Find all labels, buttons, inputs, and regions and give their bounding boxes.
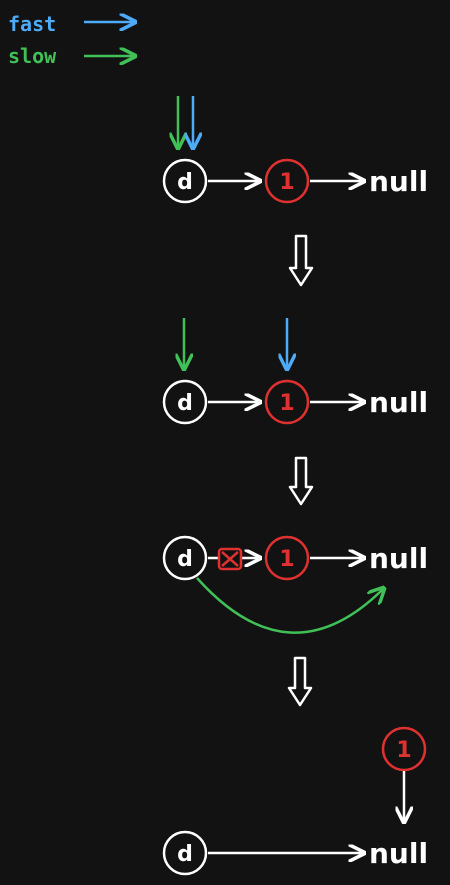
detached-node-one — [381, 726, 427, 772]
step-1: d 1 null — [162, 96, 428, 204]
dummy-node-label: d — [177, 842, 193, 867]
legend-fast-label: fast — [8, 12, 56, 36]
dummy-node-label: d — [177, 391, 193, 416]
step-3: d 1 null — [162, 535, 428, 634]
step-2: d 1 null — [162, 318, 428, 425]
null-label: null — [369, 542, 428, 575]
step-transition-arrow — [288, 456, 314, 506]
dummy-node — [162, 379, 208, 425]
legend: fast slow — [8, 12, 135, 68]
step-transition-arrow — [288, 234, 314, 287]
node-one — [264, 535, 310, 581]
node-one — [264, 379, 310, 425]
node-one-label: 1 — [279, 170, 294, 195]
dummy-node-label: d — [177, 170, 193, 195]
step-transition-arrow — [287, 656, 313, 707]
null-label: null — [369, 386, 428, 419]
legend-slow-label: slow — [8, 44, 57, 68]
dummy-node-label: d — [177, 547, 193, 572]
null-label: null — [369, 837, 428, 870]
step-4: 1 d null — [162, 726, 428, 876]
detached-node-one-label: 1 — [396, 738, 411, 763]
dummy-node — [162, 830, 208, 876]
node-one-label: 1 — [279, 547, 294, 572]
node-one — [264, 158, 310, 204]
node-one-label: 1 — [279, 391, 294, 416]
null-label: null — [369, 165, 428, 198]
remove-mark-icon — [217, 547, 243, 571]
bypass-link-arrow — [196, 577, 384, 634]
dummy-node — [162, 158, 208, 204]
dummy-node — [162, 535, 208, 581]
